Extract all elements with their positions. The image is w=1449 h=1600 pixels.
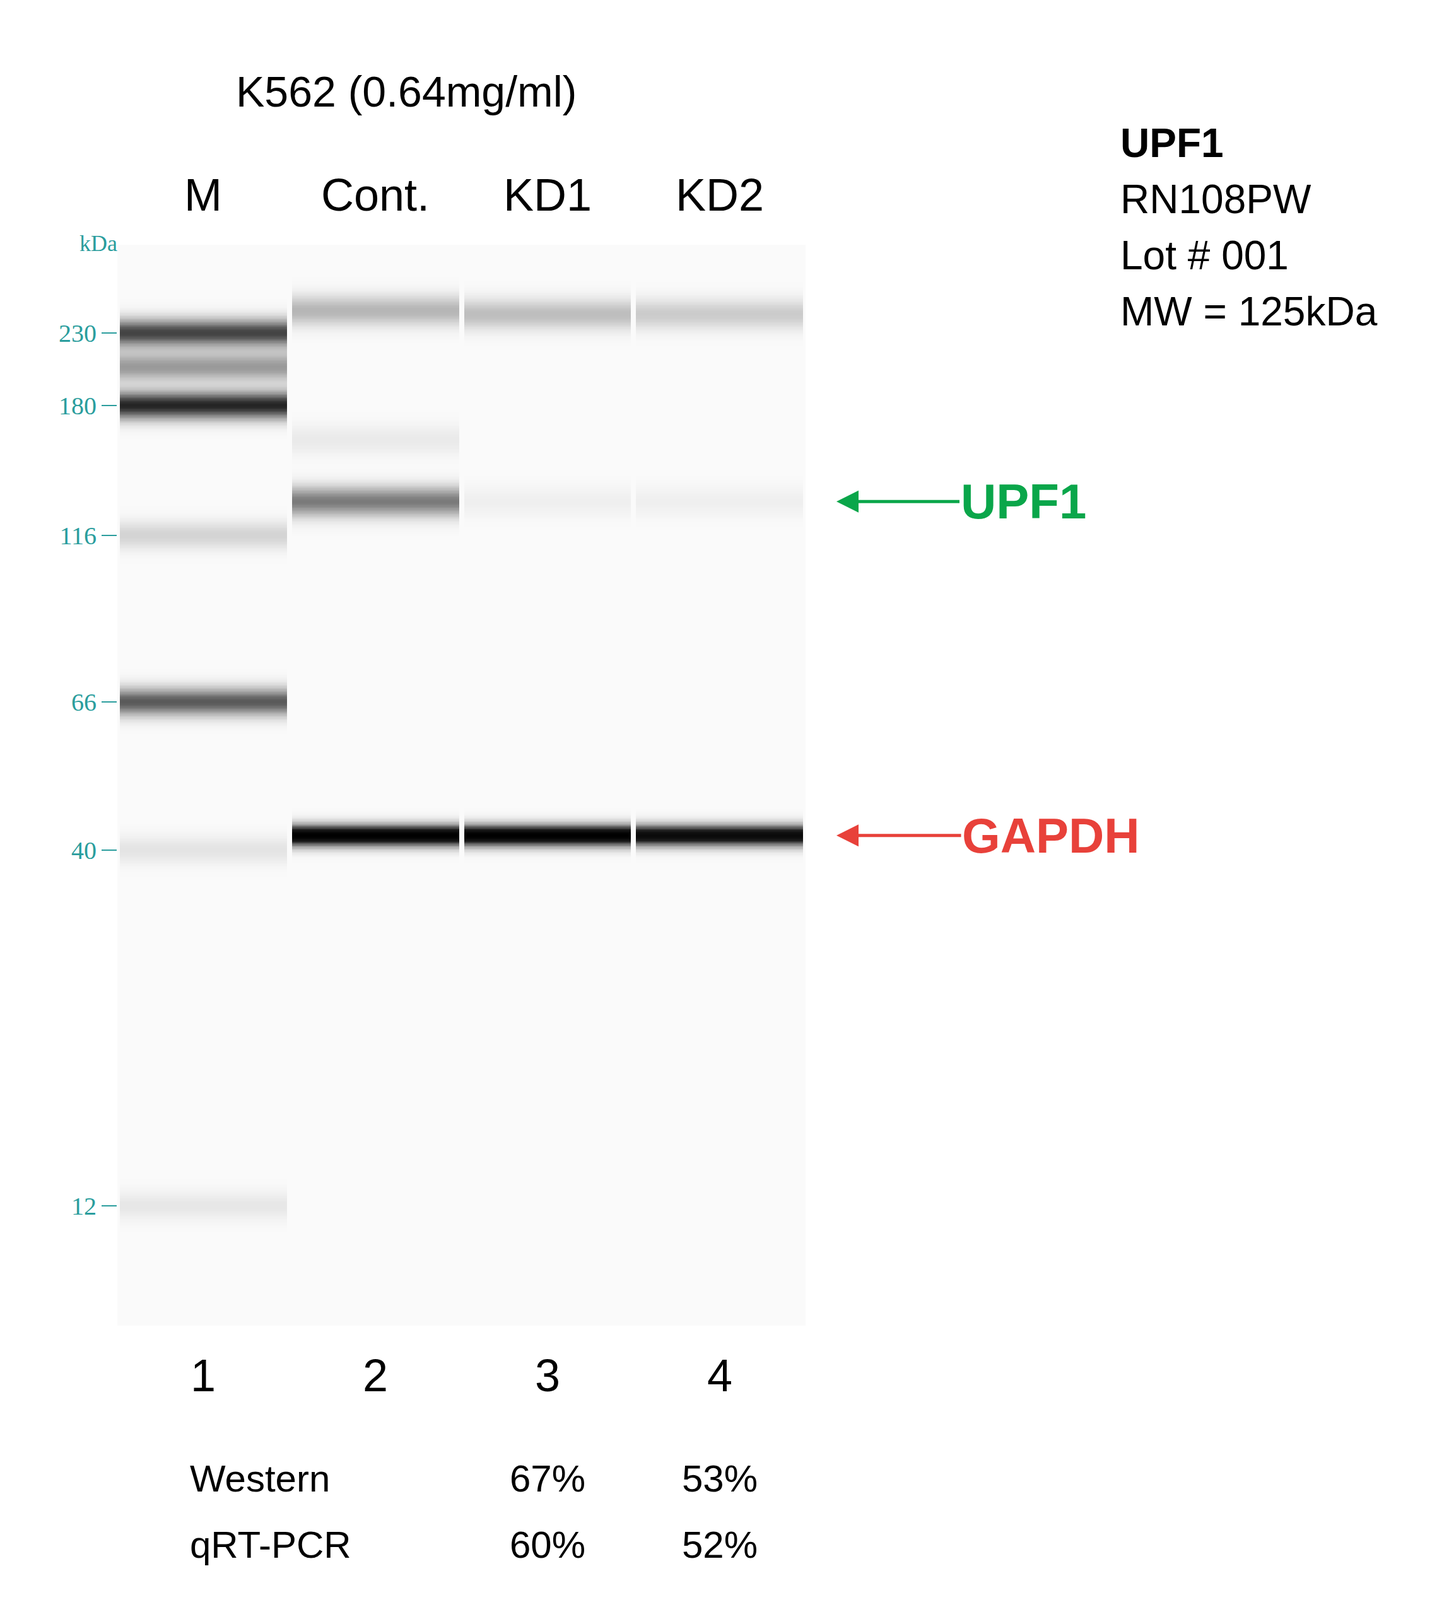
svg-text:KD1: KD1 [503, 169, 592, 221]
svg-text:60%: 60% [509, 1524, 586, 1567]
svg-text:Cont.: Cont. [321, 169, 430, 221]
svg-text:MW = 125kDa: MW = 125kDa [1120, 288, 1378, 335]
svg-text:2: 2 [362, 1350, 388, 1402]
svg-text:67%: 67% [509, 1457, 586, 1501]
svg-text:kDa: kDa [79, 230, 118, 257]
svg-text:180: 180 [58, 391, 97, 421]
svg-text:GAPDH: GAPDH [962, 808, 1140, 864]
svg-text:230: 230 [58, 319, 97, 348]
svg-text:KD2: KD2 [675, 169, 764, 221]
svg-text:K562 (0.64mg/ml): K562 (0.64mg/ml) [235, 67, 577, 116]
svg-text:4: 4 [707, 1350, 733, 1402]
svg-text:qRT-PCR: qRT-PCR [189, 1524, 352, 1567]
svg-text:12: 12 [71, 1192, 97, 1221]
svg-text:40: 40 [71, 836, 97, 865]
svg-text:53%: 53% [681, 1457, 758, 1501]
svg-text:UPF1: UPF1 [1120, 120, 1224, 166]
svg-text:M: M [184, 169, 223, 221]
svg-text:3: 3 [534, 1350, 561, 1402]
svg-text:116: 116 [59, 521, 97, 551]
svg-text:Western: Western [189, 1457, 330, 1501]
svg-text:RN108PW: RN108PW [1120, 176, 1312, 223]
svg-text:1: 1 [190, 1350, 216, 1402]
svg-text:52%: 52% [681, 1524, 758, 1567]
svg-text:66: 66 [71, 688, 97, 717]
svg-text:UPF1: UPF1 [960, 473, 1087, 530]
svg-text:Lot # 001: Lot # 001 [1120, 232, 1289, 279]
